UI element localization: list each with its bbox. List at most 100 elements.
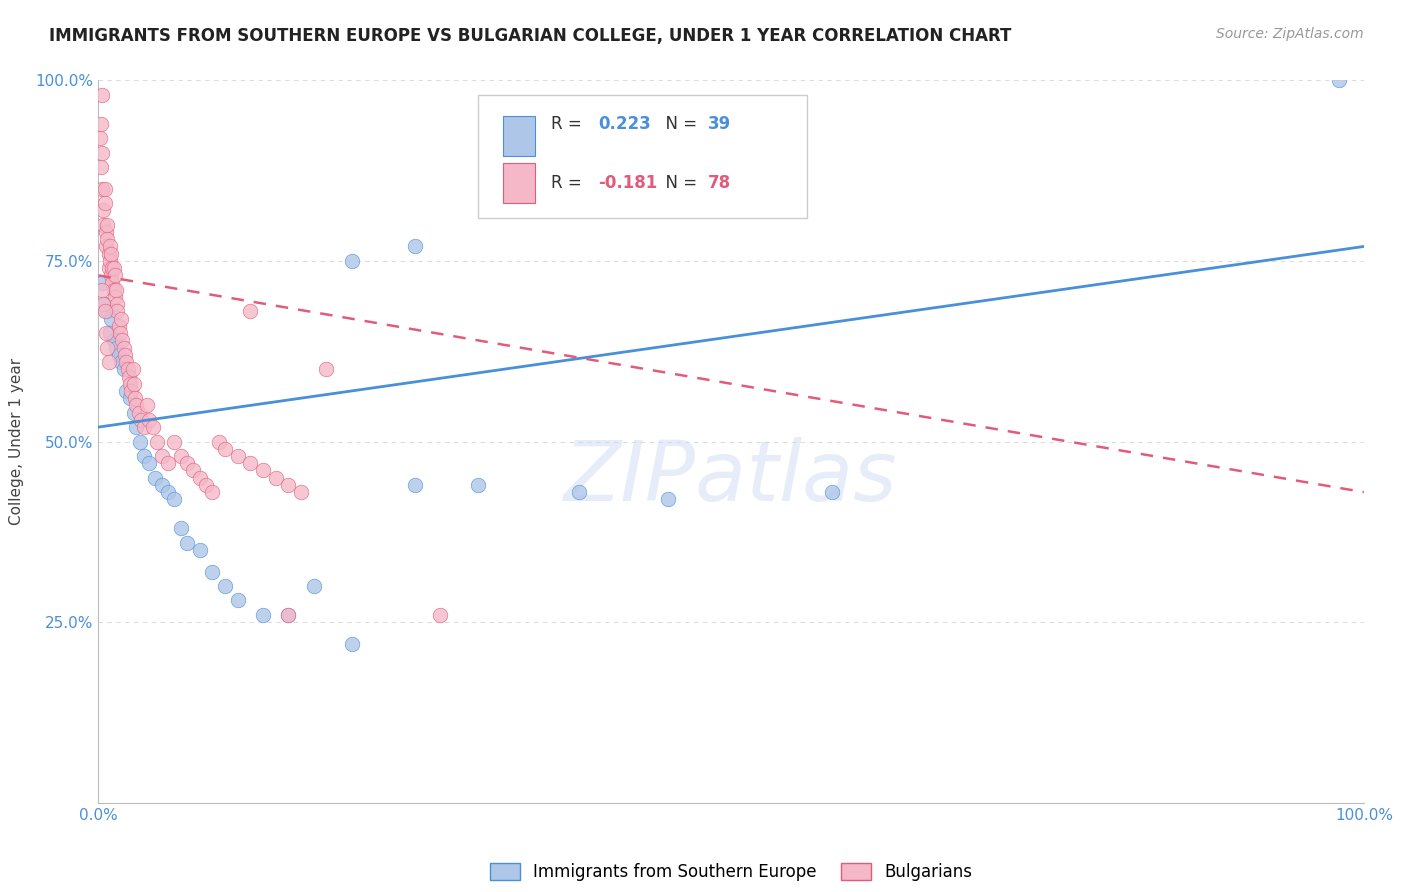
Point	[214, 579, 236, 593]
Point	[94, 225, 117, 239]
Point	[128, 406, 150, 420]
Point	[90, 117, 112, 131]
Point	[150, 478, 173, 492]
Point	[1327, 73, 1350, 87]
Point	[93, 218, 115, 232]
Point	[131, 413, 153, 427]
Point	[97, 261, 120, 276]
Point	[91, 182, 114, 196]
Point	[169, 521, 191, 535]
Point	[125, 420, 148, 434]
Point	[101, 276, 124, 290]
Point	[188, 470, 211, 484]
Point	[145, 470, 166, 484]
Point	[132, 420, 155, 434]
Bar	[503, 117, 534, 156]
Point	[105, 341, 128, 355]
Point	[120, 391, 141, 405]
Point	[110, 311, 132, 326]
Point	[98, 326, 121, 340]
Point	[96, 341, 118, 355]
Point	[118, 369, 141, 384]
Point	[115, 384, 138, 398]
Point	[111, 334, 134, 348]
Text: N =: N =	[655, 115, 703, 133]
Point	[138, 413, 160, 427]
Point	[135, 398, 157, 412]
Point	[169, 449, 191, 463]
Point	[277, 478, 299, 492]
Point	[277, 607, 299, 622]
Point	[100, 311, 122, 326]
Point	[91, 283, 114, 297]
Point	[125, 398, 148, 412]
Point	[107, 318, 129, 333]
Point	[226, 593, 249, 607]
Text: 39: 39	[709, 115, 731, 133]
Point	[103, 283, 125, 297]
Point	[821, 485, 844, 500]
Point	[93, 182, 117, 196]
Point	[176, 535, 198, 549]
Point	[183, 463, 205, 477]
Point	[107, 297, 129, 311]
Point	[340, 637, 363, 651]
Point	[163, 492, 186, 507]
Point	[91, 145, 114, 160]
Point	[107, 304, 129, 318]
Point	[120, 376, 141, 391]
Point	[194, 478, 218, 492]
Point	[404, 239, 426, 253]
Point	[100, 268, 122, 283]
Point	[104, 290, 127, 304]
Point	[105, 283, 128, 297]
Point	[120, 384, 142, 398]
Point	[103, 334, 125, 348]
Point	[277, 607, 299, 622]
Point	[132, 449, 155, 463]
Point	[89, 131, 111, 145]
Point	[404, 478, 426, 492]
Text: 0.223: 0.223	[599, 115, 651, 133]
Point	[108, 326, 131, 340]
Text: 78: 78	[709, 174, 731, 192]
Point	[93, 297, 117, 311]
Point	[107, 348, 129, 362]
Point	[264, 470, 287, 484]
Text: Source: ZipAtlas.com: Source: ZipAtlas.com	[1216, 27, 1364, 41]
Text: IMMIGRANTS FROM SOUTHERN EUROPE VS BULGARIAN COLLEGE, UNDER 1 YEAR CORRELATION C: IMMIGRANTS FROM SOUTHERN EUROPE VS BULGA…	[49, 27, 1011, 45]
Point	[226, 449, 249, 463]
Point	[124, 391, 146, 405]
Point	[91, 87, 114, 102]
Point	[568, 485, 591, 500]
Point	[201, 565, 224, 579]
Point	[252, 607, 274, 622]
Point	[93, 203, 115, 218]
Point	[176, 456, 198, 470]
Point	[239, 304, 262, 318]
FancyBboxPatch shape	[478, 95, 807, 218]
Point	[340, 253, 363, 268]
Point	[302, 579, 325, 593]
Point	[90, 160, 112, 174]
Point	[112, 362, 135, 376]
Point	[98, 239, 121, 253]
Point	[93, 304, 117, 318]
Point	[208, 434, 231, 449]
Point	[96, 232, 118, 246]
Point	[100, 246, 122, 260]
Point	[103, 261, 125, 276]
Bar	[503, 163, 534, 203]
Point	[115, 355, 138, 369]
Point	[94, 326, 117, 340]
Point	[110, 355, 132, 369]
Text: R =: R =	[551, 174, 588, 192]
Point	[157, 485, 180, 500]
Point	[657, 492, 679, 507]
Point	[121, 362, 143, 376]
Point	[112, 341, 135, 355]
Point	[142, 420, 165, 434]
Point	[114, 348, 136, 362]
Point	[96, 304, 118, 318]
Point	[91, 276, 114, 290]
